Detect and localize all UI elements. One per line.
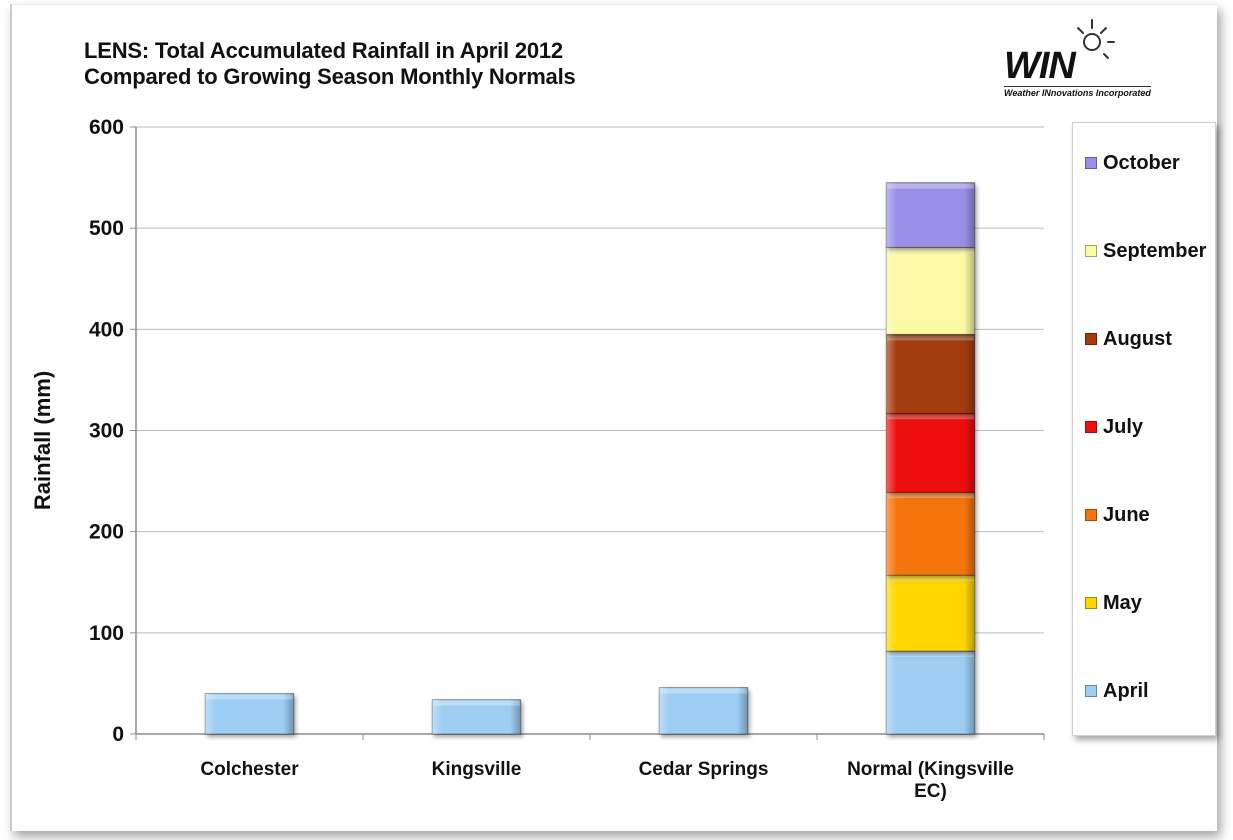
x-category-label: Kingsville [432, 759, 522, 780]
legend-item-may: May [1085, 592, 1142, 614]
axis-labels: 0 100 200 300 400 500 600 Rainfall (mm) Colchest… [30, 116, 1014, 802]
y-tick-label: 600 [89, 116, 124, 139]
legend-item-june: June [1085, 504, 1150, 526]
y-tick-label: 0 [112, 723, 124, 746]
bar-bevel [886, 492, 975, 576]
bar-bevel [886, 182, 975, 248]
y-tick-label: 500 [89, 217, 124, 240]
chart-title-block: LENS: Total Accumulated Rainfall in Apri… [84, 38, 576, 90]
bar-highlight [887, 335, 974, 341]
x-category-label: Colchester [200, 759, 299, 780]
bar-bevel [659, 687, 748, 734]
legend-item-september: September [1085, 240, 1206, 262]
legend-item-july: July [1085, 416, 1143, 438]
bar-highlight [887, 493, 974, 499]
bar-highlight [887, 248, 974, 254]
bar-segment-april [885, 650, 976, 735]
bar-bevel [432, 699, 521, 734]
sun-icon [1077, 19, 1115, 59]
bar-highlight [206, 694, 293, 700]
bars [204, 182, 976, 735]
y-tick-label: 400 [89, 318, 124, 341]
legend-label: May [1103, 591, 1142, 614]
legend: October September August July June May April [1072, 122, 1216, 736]
legend-label: October [1103, 151, 1180, 174]
bar-bevel [205, 693, 294, 734]
bar-segment-april [658, 686, 749, 735]
bar-highlight [660, 688, 747, 694]
bar-highlight [433, 700, 520, 706]
legend-swatch [1085, 597, 1097, 609]
y-tick-label: 100 [89, 622, 124, 645]
chart-title: LENS: Total Accumulated Rainfall in Apri… [84, 38, 563, 63]
legend-item-october: October [1085, 152, 1180, 174]
x-category-label: EC) [914, 781, 947, 802]
bar-segment-september [885, 246, 976, 335]
bar-bevel [886, 651, 975, 734]
bar-bevel [886, 413, 975, 493]
legend-item-august: August [1085, 328, 1172, 350]
legend-label: August [1103, 327, 1172, 350]
legend-swatch [1085, 685, 1097, 697]
legend-item-april: April [1085, 680, 1149, 702]
legend-label: September [1103, 239, 1207, 262]
bar-highlight [887, 183, 974, 189]
bar-segment-july [885, 412, 976, 493]
bar-bevel [886, 247, 975, 335]
y-axis-title: Rainfall (mm) [30, 371, 55, 510]
legend-label: April [1103, 679, 1149, 702]
logo-wordmark: WIN [1004, 45, 1076, 87]
bar-highlight [887, 576, 974, 582]
bar-highlight [887, 652, 974, 658]
legend-swatch [1085, 157, 1097, 169]
legend-label: July [1103, 415, 1144, 438]
win-logo: WIN Weather INnovations Incorporated [1000, 16, 1215, 102]
bar-segment-may [885, 574, 976, 652]
chart-subtitle: Compared to Growing Season Monthly Norma… [84, 64, 576, 89]
bar-segment-april [204, 693, 295, 735]
y-tick-label: 300 [89, 420, 124, 443]
legend-swatch [1085, 333, 1097, 345]
legend-swatch [1085, 421, 1097, 433]
bar-segment-october [885, 182, 976, 248]
y-tick-label: 200 [89, 521, 124, 544]
bar-segment-april [431, 699, 522, 735]
x-category-label: Cedar Springs [639, 759, 769, 780]
legend-swatch [1085, 509, 1097, 521]
x-category-label: Normal (Kingsville [847, 759, 1014, 780]
bar-segment-june [885, 491, 976, 576]
bar-bevel [886, 575, 975, 652]
logo-tagline: Weather INnovations Incorporated [1004, 86, 1151, 98]
bar-bevel [886, 334, 975, 414]
legend-label: June [1103, 503, 1150, 526]
bar-highlight [887, 414, 974, 420]
legend-swatch [1085, 245, 1097, 257]
bar-segment-august [885, 333, 976, 414]
